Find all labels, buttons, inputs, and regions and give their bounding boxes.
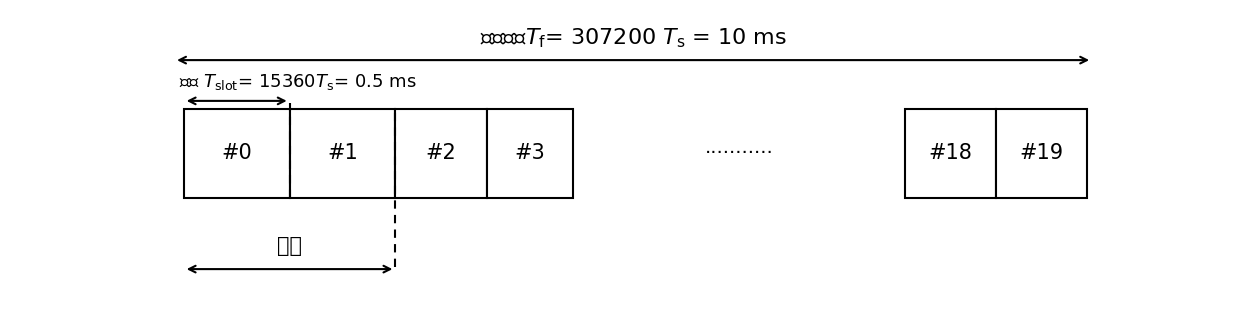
Text: #1: #1	[327, 143, 358, 163]
Bar	[290, 109, 396, 198]
Text: #0: #0	[221, 143, 252, 163]
Text: #3: #3	[515, 143, 546, 163]
Bar	[486, 109, 573, 198]
Bar	[905, 109, 996, 198]
Text: ···········: ···········	[704, 144, 774, 163]
Text: #18: #18	[929, 143, 972, 163]
Text: 子帧: 子帧	[277, 236, 303, 256]
Bar	[396, 109, 486, 198]
Text: 时隙 $T_{\rm slot}$= 15360$T_{\rm s}$= 0.5 ms: 时隙 $T_{\rm slot}$= 15360$T_{\rm s}$= 0.5…	[179, 72, 417, 92]
Text: 无线帧，$T_{\rm f}$= 307200 $T_{\rm s}$ = 10 ms: 无线帧，$T_{\rm f}$= 307200 $T_{\rm s}$ = 10…	[480, 26, 786, 50]
Bar	[184, 109, 289, 198]
Bar	[996, 109, 1087, 198]
Text: #19: #19	[1019, 143, 1064, 163]
Text: #2: #2	[425, 143, 456, 163]
